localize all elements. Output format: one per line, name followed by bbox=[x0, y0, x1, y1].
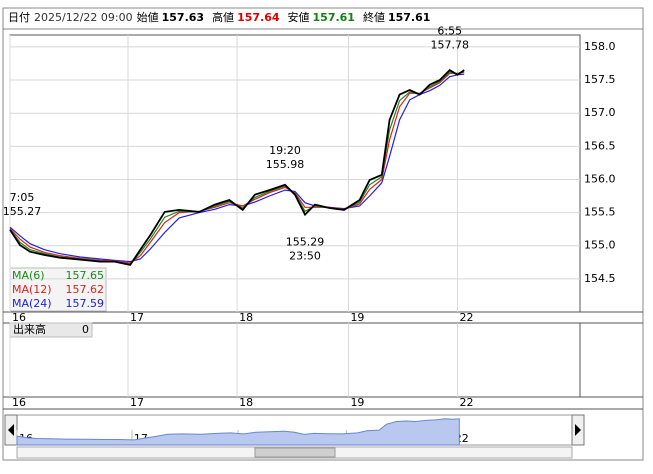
annotation-time: 23:50 bbox=[289, 250, 321, 263]
legend-value: 157.65 bbox=[66, 269, 105, 282]
annotation-time: 6:55 bbox=[437, 25, 462, 38]
x-tick-label: 16 bbox=[12, 396, 26, 409]
legend-name: MA(24) bbox=[12, 297, 52, 310]
header-text: 157.64 bbox=[237, 11, 280, 24]
annotation-price: 155.98 bbox=[266, 158, 305, 171]
y-tick-label: 154.5 bbox=[584, 272, 616, 285]
annotation-time: 19:20 bbox=[269, 144, 301, 157]
arrow-left bbox=[8, 424, 14, 436]
scroll-thumb[interactable] bbox=[254, 447, 336, 458]
arrow-right bbox=[575, 424, 581, 436]
header-text: 157.63 bbox=[162, 11, 204, 24]
x-tick-label: 16 bbox=[12, 311, 26, 324]
x-tick-label: 19 bbox=[350, 311, 364, 324]
x-tick-label: 18 bbox=[239, 396, 253, 409]
legend-name: MA(12) bbox=[12, 283, 52, 296]
grid bbox=[9, 35, 580, 397]
header-text: 157.61 bbox=[313, 11, 355, 24]
annotation-price: 155.29 bbox=[286, 236, 325, 249]
header-text: 日付 bbox=[8, 11, 30, 24]
header-text: 157.61 bbox=[388, 11, 430, 24]
y-tick-label: 157.5 bbox=[584, 73, 616, 86]
x-tick-label: 22 bbox=[460, 396, 474, 409]
annotation-time: 7:05 bbox=[10, 191, 35, 204]
legend-value: 157.59 bbox=[66, 297, 105, 310]
volume-value: 0 bbox=[82, 323, 89, 336]
price-panel bbox=[9, 34, 581, 313]
price-line bbox=[9, 68, 465, 266]
nav-area bbox=[16, 418, 460, 446]
header-text: 安値 bbox=[288, 10, 310, 24]
x-tick-label: 18 bbox=[239, 311, 253, 324]
x-tick-label: 17 bbox=[130, 311, 144, 324]
ma-legend bbox=[9, 267, 107, 312]
y-tick-label: 156.5 bbox=[584, 139, 616, 152]
y-tick-label: 156.0 bbox=[584, 172, 616, 185]
header-text: 終値 bbox=[363, 10, 385, 24]
x-tick-label: 22 bbox=[460, 311, 474, 324]
x-tick-label: 19 bbox=[350, 396, 364, 409]
ma-line bbox=[9, 71, 465, 264]
y-tick-label: 155.5 bbox=[584, 206, 616, 219]
annotation-price: 155.27 bbox=[3, 205, 42, 218]
header-text: 2025/12/22 09:00 bbox=[34, 11, 133, 24]
header-text: 始値 bbox=[137, 10, 159, 24]
volume-panel bbox=[9, 322, 581, 398]
y-tick-label: 158.0 bbox=[584, 40, 616, 53]
y-tick-label: 157.0 bbox=[584, 106, 616, 119]
ma-line bbox=[9, 73, 465, 263]
y-tick-label: 155.0 bbox=[584, 239, 616, 252]
volume-label: 出来高 bbox=[13, 322, 46, 336]
x-tick-label: 17 bbox=[130, 396, 144, 409]
header-text: 高値 bbox=[212, 10, 234, 24]
annotation-price: 157.78 bbox=[430, 39, 469, 52]
legend-value: 157.62 bbox=[66, 283, 105, 296]
legend-name: MA(6) bbox=[12, 269, 45, 282]
